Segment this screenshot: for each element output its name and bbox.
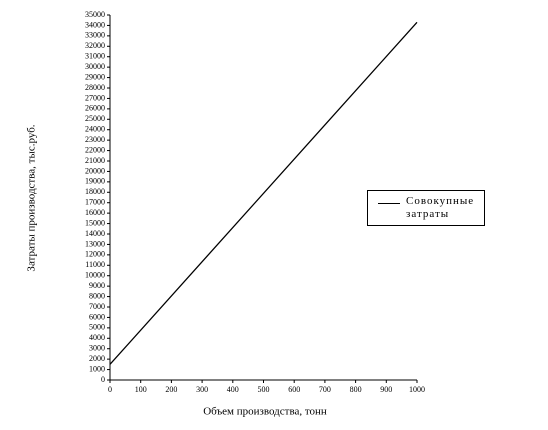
y-tick-label: 7000: [89, 302, 105, 311]
y-tick-label: 21000: [85, 156, 105, 165]
legend: Совокупные затраты: [367, 190, 485, 226]
y-tick-label: 0: [101, 375, 105, 384]
y-tick-label: 23000: [85, 135, 105, 144]
y-tick-label: 31000: [85, 52, 105, 61]
y-tick-label: 16000: [85, 208, 105, 217]
x-tick-label: 1000: [409, 385, 425, 394]
y-tick-label: 33000: [85, 31, 105, 40]
y-tick-label: 30000: [85, 62, 105, 71]
y-tick-label: 10000: [85, 271, 105, 280]
y-tick-label: 11000: [85, 260, 105, 269]
y-tick-label: 24000: [85, 125, 105, 134]
y-axis-title: Затраты производства, тыс.руб.: [26, 124, 38, 271]
y-tick-label: 27000: [85, 93, 105, 102]
y-tick-label: 9000: [89, 281, 105, 290]
y-tick-label: 17000: [85, 198, 105, 207]
x-tick-label: 400: [227, 385, 239, 394]
y-tick-label: 35000: [85, 10, 105, 19]
x-tick-label: 500: [258, 385, 270, 394]
y-tick-label: 32000: [85, 41, 105, 50]
y-tick-label: 28000: [85, 83, 105, 92]
x-tick-label: 300: [196, 385, 208, 394]
y-tick-label: 25000: [85, 114, 105, 123]
line: [109, 21, 418, 365]
x-tick-label: 200: [165, 385, 177, 394]
y-tick-label: 19000: [85, 177, 105, 186]
x-tick-label: 800: [350, 385, 362, 394]
y-tick-label: 18000: [85, 187, 105, 196]
y-tick-label: 22000: [85, 145, 105, 154]
y-tick-label: 13000: [85, 239, 105, 248]
y-tick-label: 1000: [89, 364, 105, 373]
y-tick-label: 4000: [89, 333, 105, 342]
y-tick-label: 6000: [89, 312, 105, 321]
x-tick-label: 0: [108, 385, 112, 394]
y-tick-label: 20000: [85, 166, 105, 175]
y-tick-label: 3000: [89, 344, 105, 353]
y-tick-label: 34000: [85, 20, 105, 29]
legend-swatch: [378, 203, 400, 204]
y-tick-label: 29000: [85, 72, 105, 81]
y-tick-label: 14000: [85, 229, 105, 238]
x-axis-title: Объем производства, тонн: [203, 406, 327, 418]
x-tick-label: 600: [288, 385, 300, 394]
y-tick-label: 8000: [89, 291, 105, 300]
y-tick-label: 12000: [85, 250, 105, 259]
y-tick-label: 26000: [85, 104, 105, 113]
x-tick-label: 100: [135, 385, 147, 394]
x-tick-label: 700: [319, 385, 331, 394]
y-tick-label: 15000: [85, 218, 105, 227]
y-tick-label: 2000: [89, 354, 105, 363]
y-tick-label: 5000: [89, 323, 105, 332]
x-tick-label: 900: [380, 385, 392, 394]
legend-label: Совокупные затраты: [406, 195, 475, 220]
